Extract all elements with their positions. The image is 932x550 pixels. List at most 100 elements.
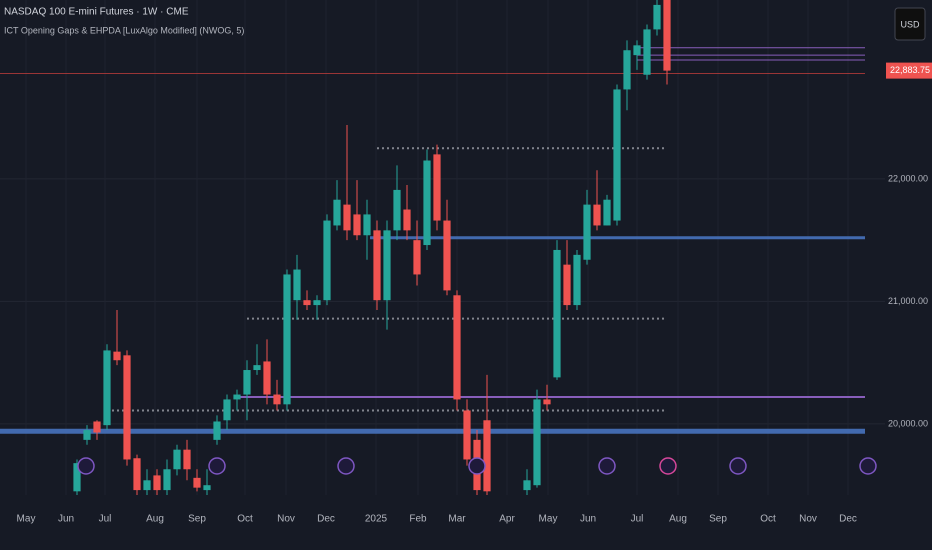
x-tick-label: Mar — [448, 514, 466, 525]
candle-body — [563, 264, 571, 306]
candle-body — [123, 355, 131, 460]
x-tick-label: Dec — [839, 514, 857, 525]
candle-body — [663, 0, 671, 71]
candle-body — [483, 420, 491, 492]
candle-body — [553, 249, 561, 378]
candle-body — [203, 485, 211, 491]
currency-box[interactable] — [894, 7, 926, 41]
candle-body — [93, 421, 101, 433]
candle-body — [373, 230, 381, 301]
x-tick-label: May — [17, 514, 36, 525]
candle-body — [133, 458, 141, 491]
x-tick-label: 2025 — [365, 514, 388, 525]
candle-body — [443, 220, 451, 291]
candle-body — [593, 204, 601, 226]
x-tick-label: Sep — [188, 514, 206, 525]
candle-body — [113, 351, 121, 361]
x-tick-label: Jun — [58, 514, 74, 525]
x-tick-label: May — [539, 514, 558, 525]
candle-body — [383, 230, 391, 301]
candle-body — [83, 430, 91, 440]
candle-body — [623, 50, 631, 90]
x-tick-label: Oct — [237, 514, 253, 525]
last-price-tag — [886, 62, 932, 79]
candle-body — [613, 89, 621, 221]
currency: USD — [900, 19, 920, 29]
candle-body — [183, 449, 191, 470]
candle-body — [153, 475, 161, 491]
candle-body — [653, 4, 661, 30]
icon — [659, 457, 677, 475]
candle-body — [313, 300, 321, 306]
candle-body — [333, 199, 341, 226]
axes: 20,000.00 21,000.00 22,000.00 May Jun Jul Aug S… — [17, 62, 932, 525]
candle-body — [393, 189, 401, 231]
candles — [73, 0, 671, 495]
candle-body — [543, 399, 551, 405]
y-tick-label: 20,000.00 — [888, 418, 928, 428]
x-tick-label: Jul — [99, 514, 112, 525]
x-tick-label: Jul — [631, 514, 644, 525]
candle-body — [423, 160, 431, 246]
icon — [729, 457, 747, 475]
candle-body — [213, 421, 221, 440]
candle-body — [363, 214, 371, 236]
candle-body — [103, 350, 111, 426]
icon — [77, 457, 95, 475]
y-tick-label: 22,000.00 — [888, 173, 928, 183]
candle-body — [433, 154, 441, 221]
candle-body — [403, 209, 411, 231]
x-tick-label: Feb — [409, 514, 427, 525]
x-tick-label: Dec — [317, 514, 335, 525]
candle-body — [243, 370, 251, 395]
x-tick-label: Nov — [277, 514, 295, 525]
candle-body — [273, 394, 281, 405]
time-axis — [0, 502, 885, 550]
icon — [208, 457, 226, 475]
icon — [468, 457, 486, 475]
candle-body — [523, 480, 531, 491]
chart-title: NASDAQ 100 E-mini Futures · 1W · CME — [4, 7, 189, 18]
candle-body — [173, 449, 181, 470]
candle-body — [643, 29, 651, 75]
candle-body — [633, 45, 641, 56]
candle-body — [143, 480, 151, 491]
price-axis — [885, 0, 932, 550]
icon — [337, 457, 355, 475]
candle-body — [253, 365, 261, 371]
candle-body — [343, 204, 351, 231]
candle-body — [453, 295, 461, 400]
candle-body — [533, 399, 541, 486]
icon — [598, 457, 616, 475]
y-tick-label: 21,000.00 — [888, 296, 928, 306]
candle-body — [263, 361, 271, 395]
candle-body — [413, 240, 421, 275]
event-icons — [77, 457, 877, 475]
candle-body — [283, 274, 291, 405]
x-tick-label: Jun — [580, 514, 596, 525]
x-tick-label: Oct — [760, 514, 776, 525]
icon — [859, 457, 877, 475]
x-tick-label: Aug — [146, 514, 164, 525]
grid — [0, 178, 885, 425]
x-tick-label: Nov — [799, 514, 817, 525]
x-tick-label: Apr — [499, 514, 515, 525]
candle-body — [293, 269, 301, 301]
last-price-label: 22,883.75 — [890, 65, 930, 75]
x-tick-label: Sep — [709, 514, 727, 525]
candle-body — [303, 300, 311, 306]
candle-body — [583, 204, 591, 260]
candle-body — [603, 199, 611, 226]
candle-body — [463, 410, 471, 460]
chart-subtitle: ICT Opening Gaps & EHPDA [LuxAlgo Modifi… — [4, 25, 244, 35]
candle-body — [163, 469, 171, 491]
candle-body — [573, 254, 581, 306]
candle-body — [233, 394, 241, 400]
candle-body — [323, 220, 331, 301]
x-tick-label: Aug — [669, 514, 687, 525]
candle-body — [73, 463, 81, 492]
candle-body — [193, 477, 201, 488]
candle-body — [353, 214, 361, 236]
candle-body — [223, 399, 231, 421]
